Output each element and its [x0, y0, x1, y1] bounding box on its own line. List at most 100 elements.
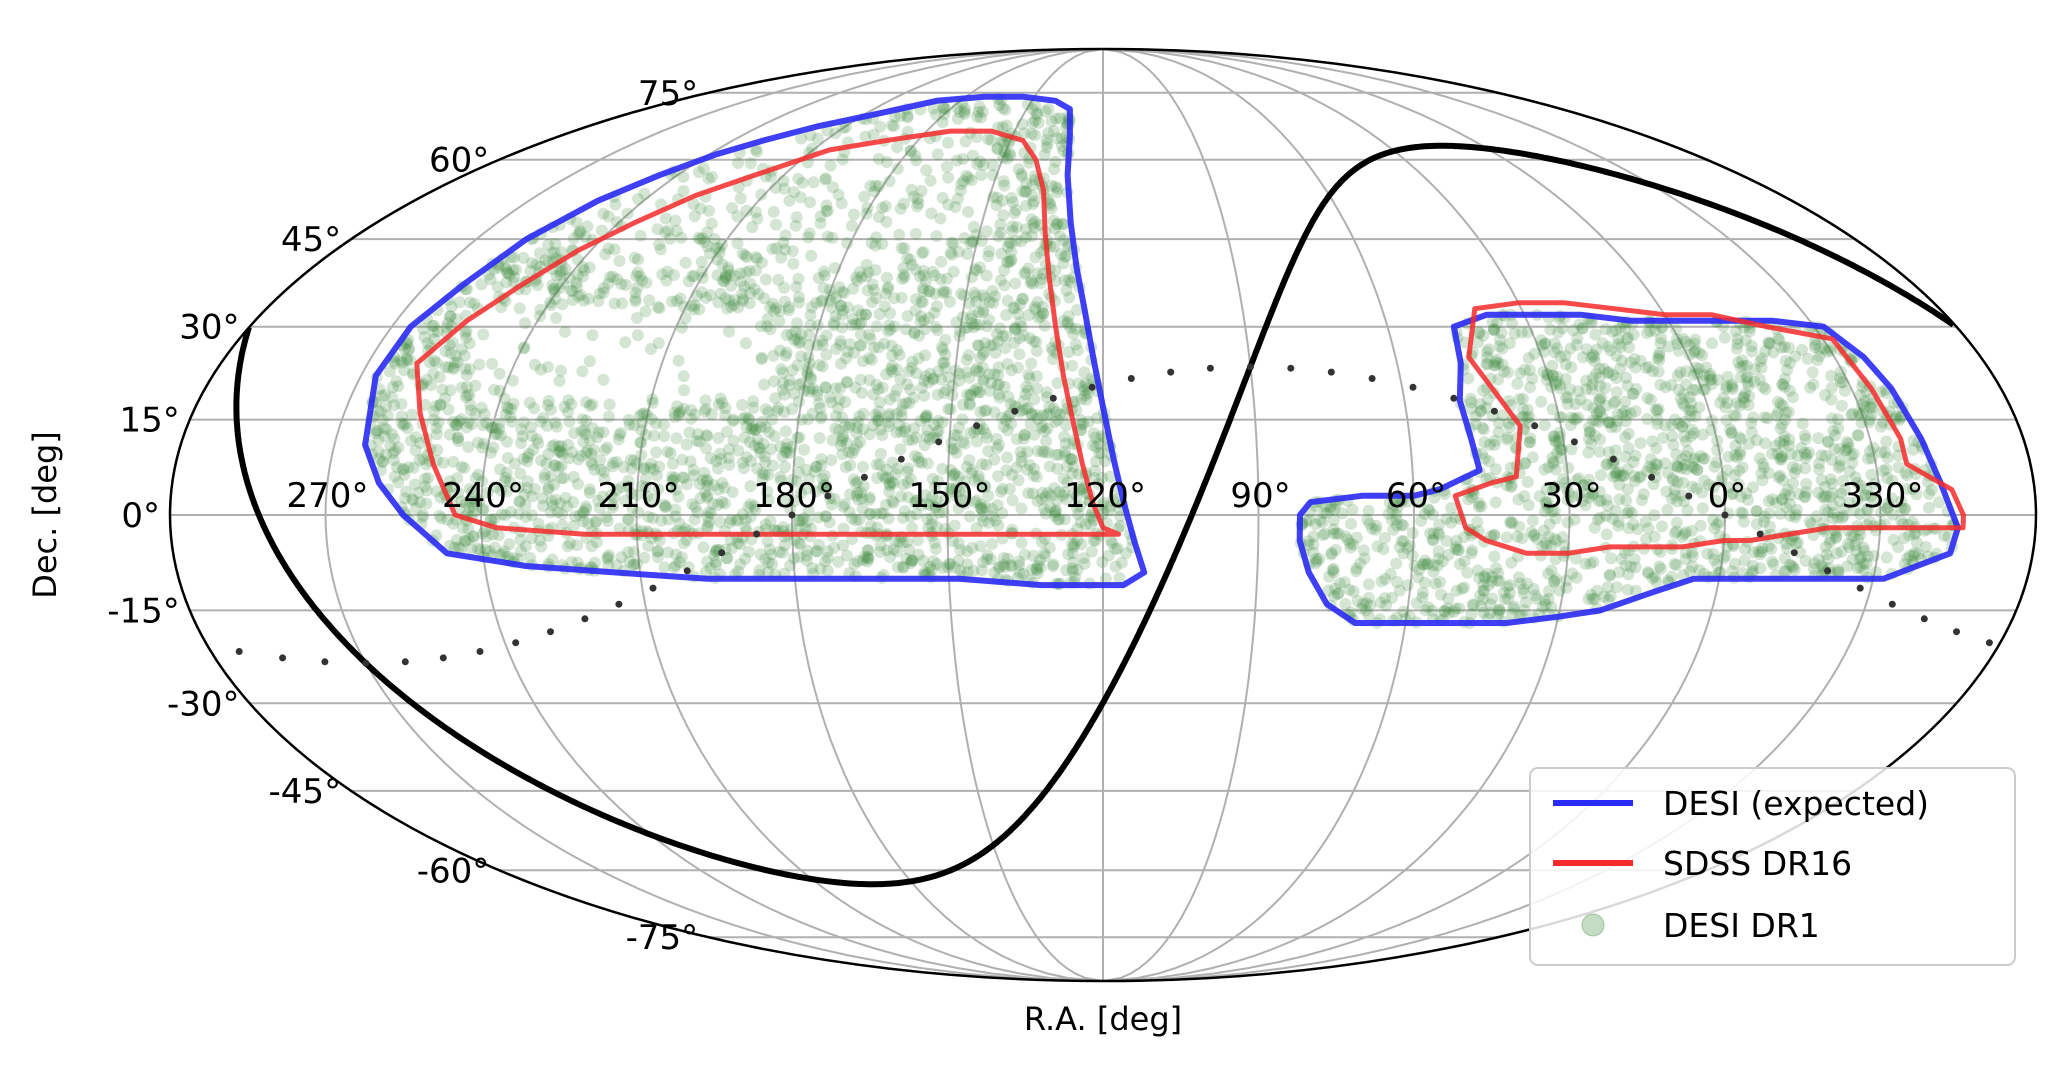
- dr1-point: [1676, 420, 1689, 433]
- dr1-point: [1521, 577, 1534, 590]
- dr1-point: [658, 498, 671, 511]
- dr1-point: [1067, 460, 1080, 473]
- dr1-point: [843, 506, 856, 519]
- dr1-point: [780, 446, 793, 459]
- dr1-point: [1813, 457, 1825, 470]
- dr1-point: [952, 502, 965, 515]
- dr1-point: [1832, 566, 1845, 578]
- dr1-point: [409, 444, 422, 457]
- dr1-point: [718, 497, 731, 510]
- dr1-point: [1488, 438, 1501, 451]
- dr1-point: [680, 534, 693, 546]
- dr1-point: [1322, 584, 1335, 597]
- dr1-point: [1676, 489, 1688, 502]
- dr1-point: [1559, 349, 1572, 362]
- dr1-point: [1624, 560, 1637, 573]
- dr1-point: [874, 539, 887, 552]
- dr1-point: [1697, 375, 1709, 387]
- dr1-point: [1642, 567, 1655, 580]
- dr1-point: [965, 312, 977, 325]
- dr1-point: [825, 289, 838, 302]
- dr1-point: [623, 555, 636, 568]
- dr1-point: [788, 186, 800, 198]
- dr1-point: [909, 293, 922, 306]
- dr1-point: [908, 327, 921, 340]
- dr1-point: [769, 181, 782, 194]
- dr1-point: [951, 429, 964, 442]
- dr1-point: [1327, 566, 1340, 579]
- dr1-point: [1721, 380, 1734, 393]
- dr1-point: [1747, 546, 1760, 559]
- dr1-point: [574, 226, 587, 239]
- dr1-point: [1644, 453, 1657, 466]
- dr1-point: [1019, 231, 1032, 244]
- dr1-point: [759, 553, 772, 566]
- dr1-point: [1440, 535, 1453, 547]
- dr1-point: [1309, 557, 1322, 570]
- dr1-point: [991, 191, 1004, 204]
- dr1-point: [1774, 436, 1787, 449]
- dr1-point: [784, 502, 797, 515]
- dr1-point: [1015, 536, 1028, 549]
- dr1-point: [1039, 507, 1052, 520]
- dr1-point: [653, 302, 666, 315]
- dr1-point: [853, 318, 866, 330]
- dr1-point: [1864, 489, 1877, 502]
- dr1-point: [916, 296, 929, 309]
- dr1-point: [819, 172, 832, 185]
- dr1-point: [493, 422, 505, 435]
- dr1-point: [803, 227, 816, 240]
- dr1-point: [1736, 354, 1749, 367]
- dr1-point: [1893, 414, 1905, 427]
- dr1-point: [972, 386, 985, 399]
- dr1-point: [1467, 599, 1480, 611]
- dr1-point: [917, 314, 930, 327]
- dr1-point: [927, 555, 940, 568]
- dr1-point: [1027, 335, 1040, 348]
- dr1-point: [1620, 371, 1633, 384]
- dr1-point: [428, 405, 440, 418]
- dr1-point: [451, 533, 463, 546]
- dr1-point: [1497, 586, 1510, 599]
- dr1-point: [1842, 437, 1855, 450]
- dr1-point: [1875, 446, 1888, 459]
- dr1-point: [601, 441, 614, 454]
- dr1-point: [1042, 103, 1055, 115]
- dr1-point: [1016, 292, 1029, 305]
- dr1-point: [1725, 488, 1738, 501]
- dr1-point: [836, 321, 849, 334]
- dr1-point: [1756, 542, 1769, 555]
- dr1-point: [1576, 322, 1589, 335]
- dr1-point: [1449, 511, 1462, 524]
- dr1-point: [1719, 549, 1732, 562]
- dr1-point: [983, 368, 996, 381]
- dr1-point: [1013, 348, 1026, 361]
- dr1-point: [659, 212, 672, 225]
- dr1-point: [1483, 438, 1496, 451]
- dr1-point: [606, 501, 619, 514]
- dr1-point: [406, 493, 419, 506]
- dr1-point: [712, 498, 725, 511]
- dr1-point: [536, 492, 549, 505]
- dr1-point: [937, 506, 950, 519]
- dr1-point: [1794, 546, 1807, 559]
- dr1-point: [726, 202, 739, 214]
- dr1-point: [801, 515, 814, 528]
- dr1-point: [1691, 464, 1704, 476]
- dr1-point: [1680, 365, 1693, 378]
- dr1-point: [636, 480, 649, 493]
- dr1-point: [1027, 469, 1040, 482]
- dr1-point: [779, 349, 792, 362]
- dr1-point: [981, 432, 993, 444]
- dr1-point: [531, 279, 544, 291]
- legend-label-sdss-dr16: SDSS DR16: [1663, 844, 1852, 883]
- dr1-point: [1818, 491, 1831, 504]
- dr1-point: [766, 558, 779, 571]
- dr1-point: [974, 501, 987, 514]
- dr1-point: [705, 507, 717, 520]
- dr1-point: [606, 460, 619, 473]
- dr1-point: [396, 462, 409, 475]
- dr1-point: [574, 225, 587, 237]
- dr1-point: [1422, 601, 1435, 614]
- dec-tick-label: -15°: [107, 591, 180, 631]
